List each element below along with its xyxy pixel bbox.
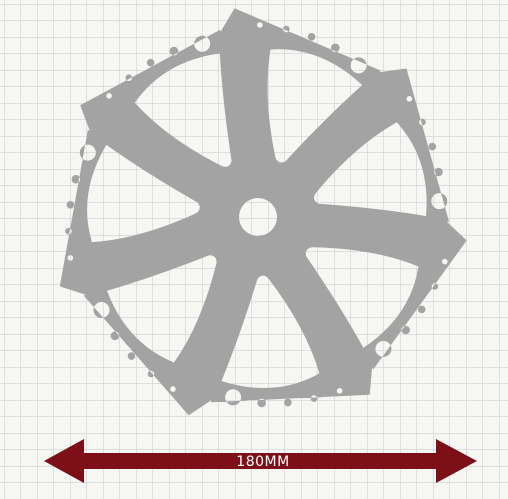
dimension-label: 180MM <box>236 454 289 470</box>
brake-rotor-disc <box>59 8 467 416</box>
dimension-arrow <box>44 439 477 483</box>
